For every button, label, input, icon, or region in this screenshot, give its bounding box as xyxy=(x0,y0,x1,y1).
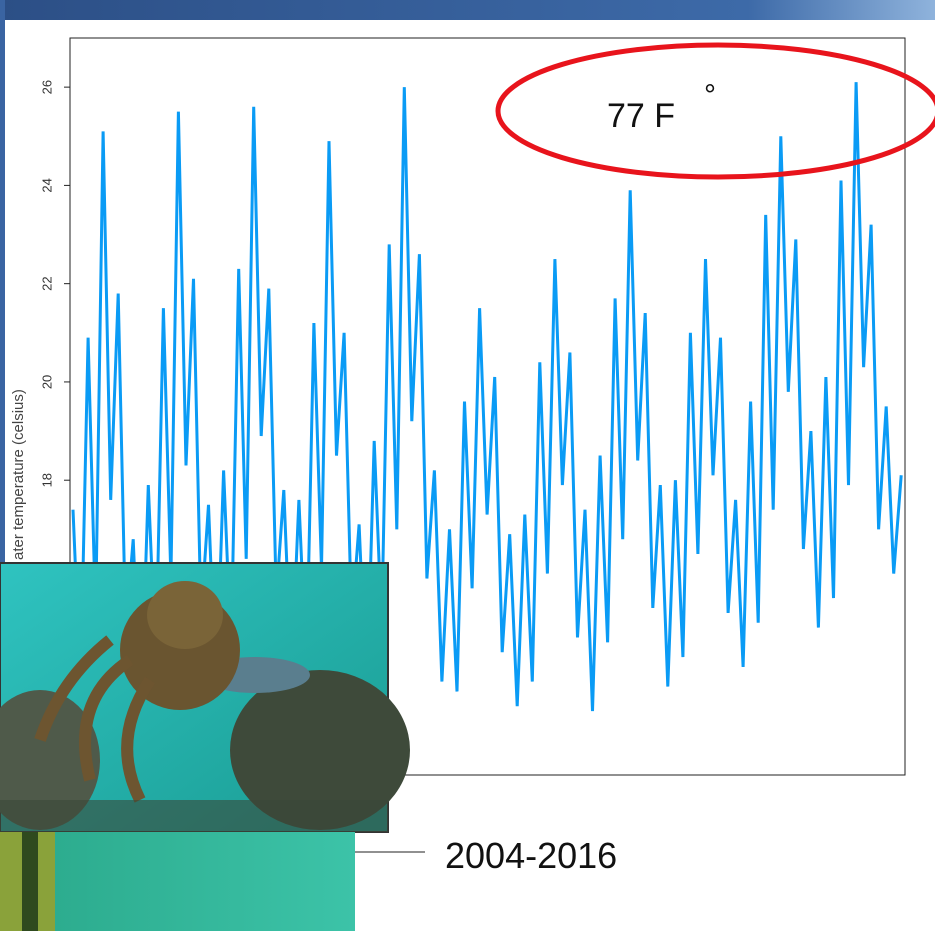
pole-stripe xyxy=(22,832,38,931)
seabed xyxy=(0,800,388,832)
y-tick-label: 26 xyxy=(39,80,54,94)
underwater-photo xyxy=(0,832,355,931)
slide-left-bar xyxy=(0,0,5,931)
annotation-degree: ° xyxy=(704,79,716,112)
photo-frame xyxy=(0,832,355,931)
annotation-temp: 77 F xyxy=(607,97,675,135)
rock xyxy=(230,670,410,830)
y-tick-label: 20 xyxy=(39,375,54,389)
octopus-photo xyxy=(0,562,410,833)
y-axis-label: ater temperature (celsius) xyxy=(10,389,27,560)
octopus-arm xyxy=(34,635,156,803)
slide-top-bar xyxy=(0,0,935,20)
highlight-ellipse xyxy=(495,42,935,180)
y-tick-label: 18 xyxy=(39,473,54,487)
y-tick-label: 22 xyxy=(39,276,54,290)
rock xyxy=(0,690,100,830)
octopus-head xyxy=(147,581,223,649)
y-tick-label: 24 xyxy=(39,178,54,192)
annotation-years: 2004-2016 xyxy=(445,835,617,876)
